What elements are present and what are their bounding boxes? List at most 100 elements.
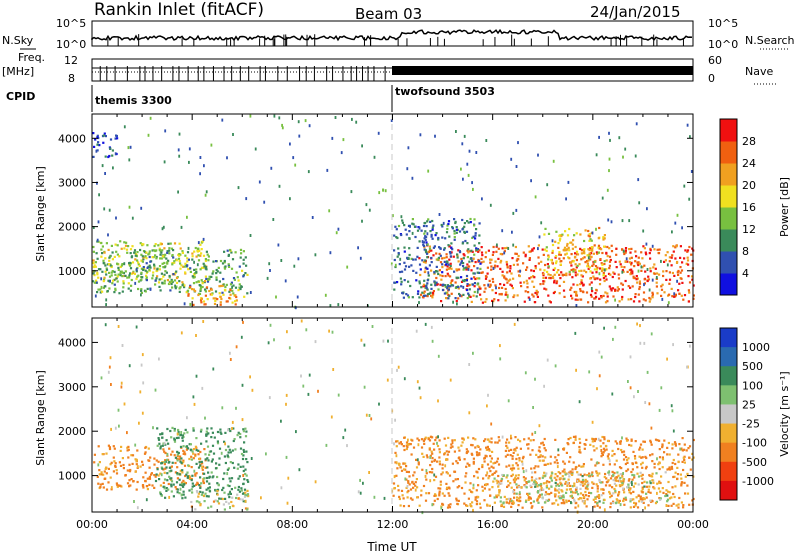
power-cell (423, 232, 426, 235)
power-cell (481, 254, 484, 257)
velocity-cell (571, 468, 574, 471)
power-cell (492, 245, 495, 249)
power-cell (468, 260, 471, 263)
velocity-cell (568, 475, 571, 478)
velocity-cell (460, 444, 463, 447)
power-cell (468, 284, 471, 287)
velocity-cell (582, 480, 585, 483)
velocity-cell (167, 482, 170, 486)
power-cell (93, 264, 96, 267)
power-cell (456, 254, 459, 257)
velocity-cell (160, 494, 163, 497)
velocity-cell (596, 461, 599, 465)
velocity-cell (657, 463, 660, 466)
velocity-cell (153, 474, 156, 477)
power-cell (609, 258, 612, 262)
velocity-cell (203, 500, 206, 503)
power-cell (444, 275, 447, 278)
velocity-cell (441, 503, 445, 506)
velocity-cell (641, 448, 644, 451)
power-cell (206, 253, 209, 256)
velocity-cell (588, 474, 591, 478)
power-cell (512, 295, 515, 299)
velocity-cell (598, 480, 601, 483)
power-cell (466, 249, 469, 252)
velocity-cell (226, 472, 229, 476)
power-cell (137, 263, 140, 266)
power-cell (220, 297, 223, 301)
power-cell (94, 265, 97, 268)
power-cell (455, 299, 458, 303)
velocity-cell (164, 451, 167, 455)
power-cell (554, 262, 558, 265)
power-cell (468, 265, 471, 268)
velocity-cell (192, 448, 195, 451)
velocity-cell (173, 440, 177, 443)
velocity-cell (658, 481, 661, 484)
power-cell (594, 292, 597, 295)
power-cell (96, 257, 99, 260)
velocity-cell (154, 479, 158, 483)
velocity-cell (176, 472, 179, 475)
power-colorbar-swatch (720, 119, 737, 142)
velocity-cell (594, 496, 597, 499)
velocity-cell (500, 482, 503, 485)
velocity-cell (466, 462, 469, 465)
velocity-cell (497, 480, 500, 483)
power-cell (97, 276, 100, 279)
velocity-cell (508, 500, 512, 503)
power-cell (503, 251, 506, 255)
velocity-cell (613, 453, 616, 456)
velocity-cell (584, 478, 587, 481)
power-cell (145, 262, 148, 265)
power-cell (664, 254, 667, 257)
power-cell (219, 303, 222, 306)
power-cell (239, 287, 242, 291)
power-cell (178, 254, 181, 257)
power-cell (614, 298, 616, 302)
power-cell (505, 260, 508, 264)
velocity-cell (174, 471, 177, 474)
velocity-cell (612, 473, 615, 476)
velocity-cell (692, 456, 695, 459)
power-cell (550, 259, 553, 262)
velocity-cell (196, 491, 199, 494)
power-cell (625, 257, 628, 261)
velocity-cell (514, 478, 517, 482)
velocity-cell (559, 477, 562, 480)
power-cell (608, 285, 611, 288)
velocity-cell (614, 478, 617, 481)
velocity-cell (557, 448, 560, 452)
power-cell (581, 275, 584, 278)
power-cell (511, 287, 514, 290)
power-cell (445, 231, 449, 234)
velocity-cell (659, 481, 662, 485)
power-cell (500, 292, 503, 296)
velocity-cell (165, 439, 168, 442)
power-cell (101, 164, 104, 168)
power-cell (427, 169, 430, 173)
velocity-cell (194, 473, 197, 476)
velocity-cell (621, 473, 624, 476)
velocity-cell (495, 470, 498, 473)
velocity-cell (558, 484, 561, 487)
power-cell (342, 138, 345, 142)
power-cell (516, 263, 519, 266)
velocity-cell (566, 484, 569, 487)
velocity-cell (577, 493, 580, 496)
velocity-cell (667, 441, 670, 445)
velocity-cell (122, 467, 125, 470)
power-cell (606, 300, 609, 303)
power-cell (634, 293, 637, 296)
power-cell (415, 271, 418, 274)
velocity-cell (228, 428, 231, 431)
power-cell (414, 235, 417, 239)
velocity-cell (386, 378, 389, 382)
velocity-cell (609, 506, 612, 509)
velocity-cell (416, 458, 419, 462)
power-cell (580, 249, 583, 252)
velocity-cell (655, 500, 658, 503)
velocity-cell (512, 490, 515, 494)
velocity-cell (382, 339, 385, 343)
